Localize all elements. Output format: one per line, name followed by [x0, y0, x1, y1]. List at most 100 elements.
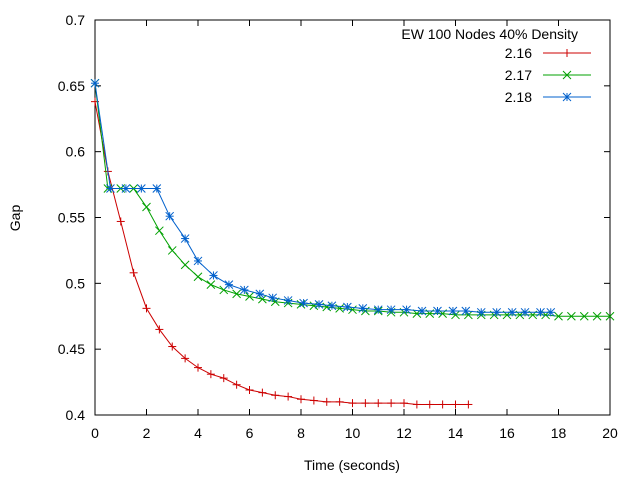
series-2-18-point — [507, 307, 517, 317]
y-tick-label: 0.55 — [58, 210, 85, 226]
series-2-18-point — [224, 280, 234, 290]
legend-entry-2-18-label: 2.18 — [505, 89, 532, 105]
series-2-18-point — [461, 306, 471, 316]
series-2-17-point — [180, 260, 190, 270]
y-tick-label: 0.7 — [66, 12, 86, 28]
series-2-17-point — [579, 311, 589, 321]
series-2-16-point — [116, 217, 125, 226]
series-2-18-point — [106, 184, 115, 193]
legend-title: EW 100 Nodes 40% Density — [401, 26, 578, 42]
series-2-16-point — [438, 400, 447, 409]
legend-entry-2-17-label: 2.17 — [505, 67, 532, 83]
series-2-16-point — [258, 388, 267, 397]
series-2-18-point — [90, 78, 100, 88]
series-2-18-point — [193, 256, 203, 266]
x-tick-label: 8 — [297, 425, 305, 441]
series-2-17-point — [232, 289, 241, 299]
series-2-16-point — [464, 400, 473, 409]
legend-entries: 2.16 2.17 2.18 — [505, 45, 591, 105]
series-2-17-point — [554, 311, 563, 321]
series-2-16-point — [322, 397, 331, 406]
series-2-16-point — [232, 380, 241, 389]
series-2-16-point — [181, 354, 190, 363]
y-tick-label: 0.6 — [66, 144, 86, 160]
series-2-16-line — [94, 101, 469, 405]
y-tick-label: 0.5 — [66, 275, 86, 291]
series-2-16-point — [309, 396, 318, 405]
x-tick-label: 10 — [345, 425, 361, 441]
series-2-18-point — [299, 298, 308, 308]
series-2-16-point — [219, 374, 228, 383]
series-2-16-point — [451, 400, 460, 409]
x-tick-label: 16 — [499, 425, 515, 441]
legend-entry-2-17-marker — [562, 70, 572, 80]
chart-axes — [94, 19, 611, 416]
series-2-18-point — [255, 289, 265, 299]
series-2-16-point — [168, 342, 177, 351]
series-2-16-point — [271, 391, 280, 400]
x-tick-label: 18 — [551, 425, 567, 441]
series-2-18-point — [121, 184, 131, 193]
series-2-18-point — [152, 184, 162, 193]
x-tick-label: 2 — [143, 425, 151, 441]
series-2-18-point — [342, 302, 352, 312]
legend-entry-2-16-label: 2.16 — [505, 45, 532, 61]
series-2-18-point — [476, 307, 486, 317]
series-2-18-point — [239, 285, 249, 295]
series-2-18-point — [268, 293, 278, 303]
series-2-17-point — [167, 246, 177, 255]
series-2-16-point — [129, 268, 138, 277]
x-tick-label: 14 — [448, 425, 464, 441]
series-2-17-point — [322, 302, 332, 312]
x-tick-label: 4 — [194, 425, 202, 441]
series-2-17-point — [193, 272, 203, 282]
series-2-18-point — [327, 301, 337, 311]
y-tick-label: 0.65 — [58, 78, 85, 94]
series-2-17-point — [155, 226, 164, 236]
series-2-16-point — [400, 399, 408, 408]
series-2-17-point — [206, 280, 216, 290]
series-2-17-point — [142, 202, 151, 212]
series-2-18-point — [283, 296, 293, 305]
series-2-18-point — [402, 305, 411, 315]
series-2-16-point — [335, 397, 344, 406]
series-2-17-point — [592, 311, 602, 321]
series-2-18-point — [314, 300, 324, 309]
series-2-16-point — [155, 325, 164, 334]
y-axis-label: Gap — [7, 205, 23, 232]
series-2-17-point — [245, 292, 254, 301]
legend: EW 100 Nodes 40% Density 2.16 2.17 2.18 — [401, 26, 591, 105]
series-2-17-point — [605, 311, 615, 321]
series-2-16-point — [348, 399, 357, 408]
series-2-16-point — [194, 363, 202, 372]
series-2-16-point — [245, 385, 254, 394]
series-2-18-point — [417, 306, 427, 316]
legend-entry-2-16-marker — [563, 49, 571, 57]
series-2-18-point — [209, 271, 218, 280]
series-2-16-point — [297, 395, 305, 404]
series-2-18-line — [94, 83, 551, 313]
series-2-16-point — [361, 399, 370, 408]
x-tick-label: 20 — [602, 425, 618, 441]
series-2-18-point — [520, 307, 530, 317]
series-2-16-point — [142, 304, 151, 313]
series-2-18-point — [386, 305, 396, 315]
series-2-18-point — [373, 305, 383, 315]
x-tick-label: 0 — [91, 425, 99, 441]
series-2-17-line — [94, 83, 610, 317]
series-2-16-point — [412, 400, 421, 409]
series-2-18-point — [136, 184, 146, 193]
plot-frame — [94, 19, 611, 416]
x-axis-ticks: 0 2 4 6 8 10 12 14 16 18 20 — [91, 20, 618, 441]
series-2-18-point — [180, 234, 190, 243]
series-2-16-point — [374, 399, 383, 408]
series-2-18-point — [546, 307, 556, 317]
y-axis-ticks: 0.4 0.45 0.5 0.55 0.6 0.65 0.7 — [58, 12, 610, 423]
x-axis-label: Time (seconds) — [304, 457, 400, 473]
series-2-18-point — [492, 307, 502, 317]
y-tick-label: 0.45 — [58, 341, 85, 357]
series-2-16-point — [206, 370, 215, 379]
series-2-17-point — [309, 301, 319, 311]
legend-entry-2-18-marker — [562, 92, 572, 102]
